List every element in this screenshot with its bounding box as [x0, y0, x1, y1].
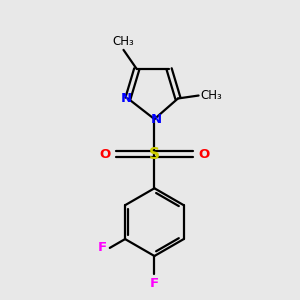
- Text: O: O: [100, 148, 111, 161]
- Text: F: F: [150, 277, 159, 290]
- Text: N: N: [121, 92, 132, 105]
- Text: CH₃: CH₃: [200, 89, 222, 102]
- Text: F: F: [98, 242, 107, 254]
- Text: CH₃: CH₃: [112, 35, 134, 48]
- Text: S: S: [149, 147, 160, 162]
- Text: N: N: [150, 112, 161, 126]
- Text: O: O: [198, 148, 209, 161]
